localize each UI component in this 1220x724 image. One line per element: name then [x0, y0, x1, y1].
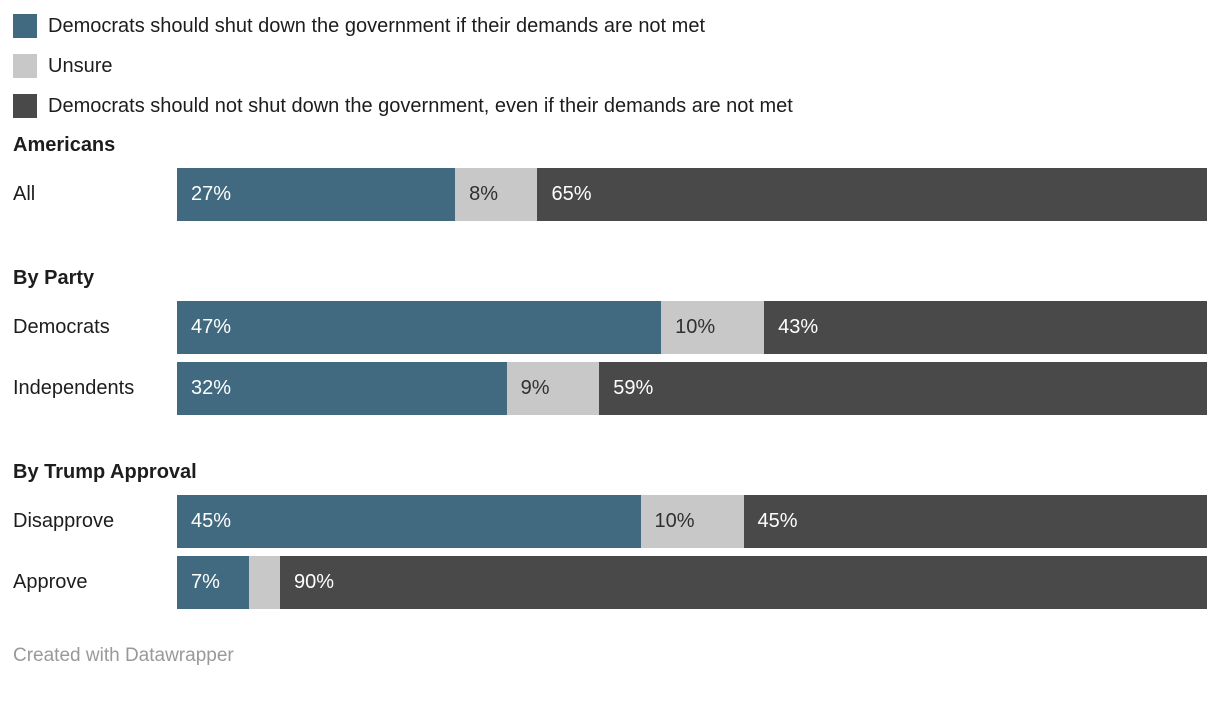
segment-value-label: 27% — [191, 183, 232, 205]
segment-value-label: 59% — [613, 377, 654, 399]
bar-segment-unsure: 10% — [640, 495, 744, 548]
bar-segment-unsure: 10% — [661, 301, 765, 354]
section-header: By Party — [13, 267, 95, 289]
segment-value-label: 8% — [469, 183, 498, 205]
segment-value-label: 43% — [778, 316, 819, 338]
row-label: Democrats — [13, 316, 110, 338]
legend-swatch-icon — [13, 14, 37, 38]
datawrapper-credit-link[interactable]: Created with Datawrapper — [13, 645, 234, 666]
bar-segment-no: 59% — [599, 362, 1207, 415]
legend: Democrats should shut down the governmen… — [13, 14, 1207, 118]
bar-row: All 27% 8% 65% — [13, 168, 1207, 221]
chart: Democrats should shut down the governmen… — [13, 14, 1207, 667]
segment-value-label: 45% — [191, 510, 232, 532]
bar-segment-yes: 47% — [177, 301, 662, 354]
bar-row: Independents 32% 9% 59% — [13, 362, 1207, 415]
chart-footer: Created with Datawrapper — [13, 645, 1207, 667]
stacked-bar: 47% 10% 43% — [177, 301, 1207, 354]
row-label: Approve — [13, 571, 88, 593]
legend-item: Democrats should shut down the governmen… — [13, 14, 1207, 38]
legend-item: Democrats should not shut down the gover… — [13, 94, 1207, 118]
bar-segment-no: 43% — [764, 301, 1207, 354]
bar-segment-yes: 27% — [177, 168, 456, 221]
segment-value-label: 47% — [191, 316, 232, 338]
chart-sections: Americans All 27% 8% 65% By Party Democrats 47%… — [13, 134, 1207, 609]
bar-segment-unsure: 9% — [506, 362, 600, 415]
legend-swatch-icon — [13, 54, 37, 78]
bar-row: Approve 7% 90% — [13, 556, 1207, 609]
bar-segment-no: 45% — [743, 495, 1207, 548]
legend-item-label: Unsure — [48, 55, 113, 77]
legend-item-label: Democrats should not shut down the gover… — [48, 95, 793, 117]
legend-item: Unsure — [13, 54, 1207, 78]
bar-segment-yes: 45% — [177, 495, 641, 548]
stacked-bar: 32% 9% 59% — [177, 362, 1207, 415]
stacked-bar: 7% 90% — [177, 556, 1207, 609]
chart-section: By Party Democrats 47% 10% 43% Independents 32… — [13, 267, 1207, 415]
bar-segment-no: 65% — [537, 168, 1207, 221]
row-label: All — [13, 183, 36, 205]
bar-row: Democrats 47% 10% 43% — [13, 301, 1207, 354]
segment-value-label: 7% — [191, 571, 220, 593]
segment-value-label: 90% — [293, 571, 335, 593]
bar-row: Disapprove 45% 10% 45% — [13, 495, 1207, 548]
bar-segment-no: 90% — [279, 556, 1207, 609]
row-label: Disapprove — [13, 510, 115, 532]
section-header: By Trump Approval — [13, 461, 197, 483]
stacked-bar: 45% 10% 45% — [177, 495, 1207, 548]
chart-section: Americans All 27% 8% 65% — [13, 134, 1207, 221]
segment-value-label: 45% — [757, 510, 798, 532]
section-header: Americans — [13, 134, 116, 156]
bar-segment-yes: 32% — [177, 362, 507, 415]
legend-item-label: Democrats should shut down the governmen… — [48, 15, 706, 37]
segment-value-label: 9% — [520, 377, 550, 399]
bar-segment-unsure — [249, 556, 280, 609]
segment-value-label: 32% — [191, 377, 232, 399]
row-label: Independents — [13, 377, 135, 399]
bar-segment-yes: 7% — [177, 556, 250, 609]
bar-segment-unsure: 8% — [455, 168, 538, 221]
segment-value-label: 10% — [654, 510, 695, 532]
legend-swatch-icon — [13, 94, 37, 118]
segment-value-label: 65% — [551, 183, 592, 205]
segment-value-label: 10% — [675, 316, 716, 338]
stacked-bar: 27% 8% 65% — [177, 168, 1207, 221]
chart-section: By Trump Approval Disapprove 45% 10% 45% Appr… — [13, 461, 1207, 609]
